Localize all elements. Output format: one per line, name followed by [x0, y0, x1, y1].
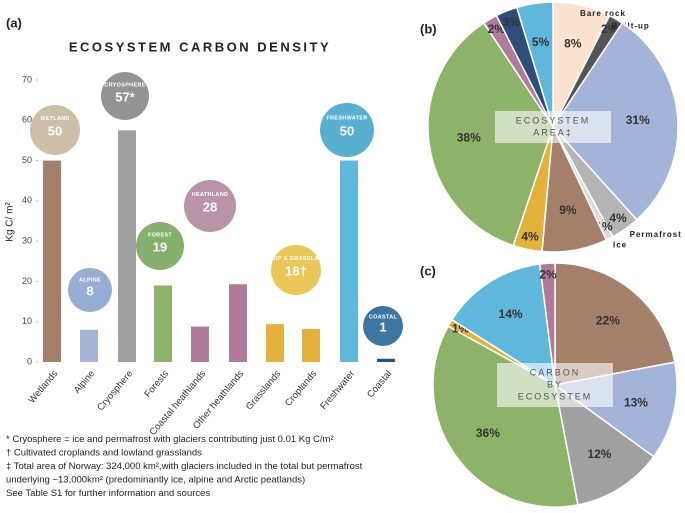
data-label: 3%: [502, 15, 520, 29]
footnote: * Cryosphere = ice and permafrost with g…: [6, 434, 334, 445]
category-label: Ice: [613, 240, 627, 249]
footnote: See Table S1 for further information and…: [6, 488, 210, 499]
annotation-bubble: [363, 306, 403, 346]
y-tick-label: 10: [22, 316, 32, 326]
annotation-bubble: [271, 245, 321, 295]
chart-title: ECOSYSTEM CARBON DENSITY: [69, 39, 331, 54]
y-tick-label: 30: [22, 236, 32, 246]
center-box: [497, 363, 613, 407]
data-label: 9%: [559, 203, 577, 217]
pie-slice: [538, 262, 556, 386]
bar: [43, 160, 61, 362]
annotation-value: 50: [340, 123, 354, 138]
bar: [154, 285, 172, 362]
data-label: 2%: [601, 22, 619, 36]
pie-slice: [552, 21, 679, 221]
data-label: 8%: [564, 37, 582, 51]
category-label: Built-up: [612, 22, 650, 31]
center-label: AREA‡: [533, 127, 573, 137]
x-tick-label: Freshwater: [318, 368, 357, 411]
bar: [80, 329, 98, 362]
x-tick-label: Wetlands: [26, 368, 60, 405]
annotation-name: ALPINE: [79, 278, 101, 284]
annotation-name: WETLAND: [40, 116, 70, 122]
footnote: ‡ Total area of Norway: 324,000 km²,with…: [6, 461, 363, 472]
x-tick-label: Grasslands: [244, 368, 283, 412]
pie-slice: [554, 262, 676, 386]
x-tick-label: Croplands: [283, 368, 319, 408]
x-tick-label: Alpine: [72, 368, 97, 395]
bar: [302, 328, 320, 362]
annotation-name: COASTAL: [369, 314, 398, 320]
data-label: 12%: [587, 447, 611, 461]
y-tick-label: 60: [22, 115, 32, 125]
annotation-bubble: [184, 180, 236, 232]
panel-label: (c): [420, 263, 436, 278]
category-label: Permafrost: [630, 230, 682, 239]
annotation-name: FOREST: [148, 233, 172, 239]
pie-slice: [553, 383, 655, 506]
pie-slice: [515, 1, 554, 128]
annotation-value: 18†: [285, 263, 307, 278]
center-label: CARBON: [530, 367, 581, 377]
category-label: Bare rock: [580, 9, 626, 18]
footnote: underlying ~13,000km² (predominantly ice…: [6, 475, 305, 486]
data-label: 22%: [596, 313, 620, 327]
bar: [229, 284, 247, 362]
data-label: 13%: [624, 395, 648, 409]
panel-label: (b): [420, 21, 437, 36]
annotation-name: HEATHLAND: [192, 192, 229, 198]
center-box: [495, 111, 611, 143]
center-label: ECOSYSTEM: [516, 115, 591, 125]
bar: [266, 324, 284, 362]
annotation-bubble: [136, 222, 184, 270]
panel-label: (a): [6, 15, 22, 30]
pie-slice: [432, 325, 579, 508]
data-label: 38%: [457, 130, 481, 144]
bar: [118, 130, 136, 362]
annotation-bubble: [320, 103, 374, 157]
x-tick-label: Forests: [142, 368, 171, 400]
x-tick-label: Coastal: [365, 368, 394, 400]
annotation-value: 50: [48, 123, 62, 138]
annotation-name: CROP & GRASSLAND: [265, 256, 327, 262]
annotation-value: 1: [379, 319, 386, 334]
data-label: 4%: [609, 211, 627, 225]
footnote: † Cultivated croplands and lowland grass…: [6, 448, 202, 459]
annotation-value: 8: [86, 283, 93, 298]
y-axis-label: Kg C/ m²: [5, 202, 16, 242]
x-tick-label: Cryosphere: [95, 368, 135, 413]
data-label: 31%: [626, 113, 650, 127]
data-label: 4%: [521, 229, 539, 243]
annotation-bubble: [101, 72, 149, 120]
annotation-value: 28: [203, 199, 217, 214]
annotation-value: 19: [153, 239, 167, 254]
pie-slice: [450, 263, 556, 387]
bar: [340, 160, 358, 362]
center-label: ECOSYSTEM: [518, 391, 593, 401]
y-tick-label: 0: [27, 356, 32, 366]
y-tick-label: 40: [22, 195, 32, 205]
annotation-name: CRYOSPHERE: [104, 83, 145, 89]
annotation-value: 57*: [115, 89, 135, 104]
y-tick-label: 70: [22, 74, 32, 84]
center-label: BY: [547, 379, 563, 389]
y-tick-label: 50: [22, 155, 32, 165]
pie-slice: [427, 21, 554, 247]
annotation-name: FRESHWATER: [326, 115, 367, 121]
bar: [377, 358, 395, 362]
data-label: 14%: [499, 307, 523, 321]
annotation-bubble: [30, 105, 80, 155]
y-tick-label: 20: [22, 276, 32, 286]
bar: [191, 326, 209, 362]
annotation-bubble: [68, 268, 112, 312]
data-label: 36%: [476, 426, 500, 440]
data-label: 5%: [532, 35, 550, 49]
data-label: 2%: [539, 268, 557, 282]
